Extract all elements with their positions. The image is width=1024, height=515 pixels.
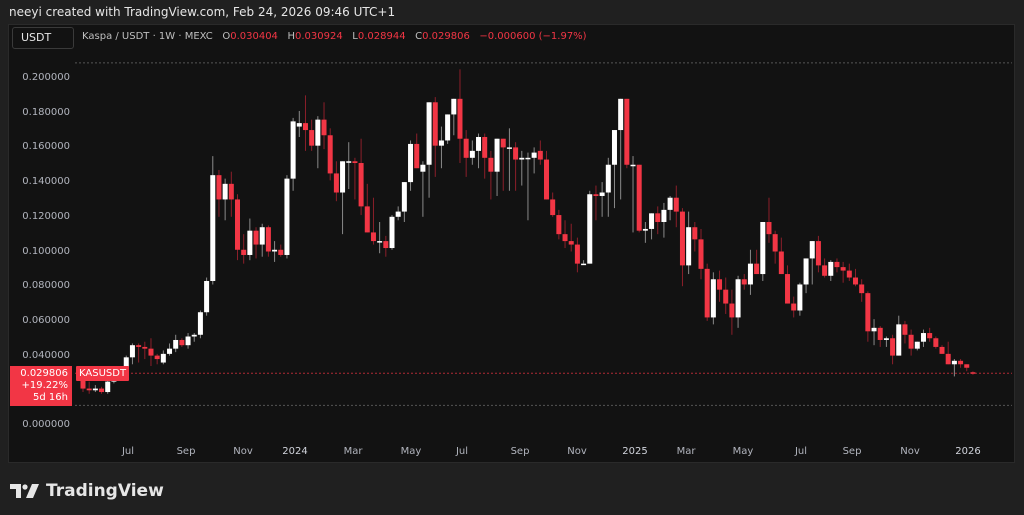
symbol-title: Kaspa / USDT · 1W · MEXC [82,31,213,42]
change-percent: +19.22% [21,380,68,391]
time-tick-label: Mar [676,446,696,457]
last-price-tag: 0.029806 +19.22% 5d 16h [10,366,72,406]
bar-countdown: 5d 16h [33,392,68,403]
price-tick-label: 0.080000 [22,280,70,292]
time-tick-label: 2024 [282,446,308,457]
close-value: 0.029806 [422,31,470,42]
low-value: 0.028944 [357,31,406,42]
time-tick-label: Sep [842,446,862,457]
tradingview-logo: TradingView [10,481,164,501]
price-tick-label: 0.140000 [22,176,70,188]
time-tick-label: May [400,446,422,457]
change-value: −0.000600 (−1.97%) [479,31,587,42]
high-value: 0.030924 [295,31,343,42]
logo-text: TradingView [46,481,164,501]
time-tick-label: Sep [510,446,530,457]
time-tick-label: Mar [343,446,363,457]
price-tick-label: 0.060000 [22,314,70,326]
price-tick-label: 0.040000 [22,349,70,361]
time-tick-label: 2025 [622,446,648,457]
time-tick-label: Sep [176,446,196,457]
symbol-tag: KASUSDT [76,366,130,381]
time-tick-label: Nov [233,446,253,457]
chart-caption: neeyi created with TradingView.com, Feb … [9,5,396,19]
time-tick-label: Nov [900,446,920,457]
time-tick-label: May [732,446,754,457]
currency-selector[interactable]: USDT [12,27,74,49]
time-tick-label: Jul [455,446,469,457]
open-value: 0.030404 [230,31,278,42]
tradingview-logo-icon [10,484,39,498]
price-tick-label: 0.200000 [22,72,70,83]
time-tick-label: Nov [567,446,587,457]
time-tick-label: Jul [121,446,135,457]
time-tick-label: Jul [794,446,808,457]
price-tick-label: 0.000000 [22,419,70,430]
last-price: 0.029806 [20,368,68,379]
chart-panel[interactable] [8,24,1015,463]
price-tick-label: 0.120000 [22,210,70,222]
price-tick-label: 0.180000 [22,106,70,118]
price-tick-label: 0.100000 [22,245,70,257]
price-tick-label: 0.160000 [22,141,70,153]
time-tick-label: 2026 [955,446,981,457]
ohlc-legend: Kaspa / USDT · 1W · MEXC O0.030404 H0.03… [82,31,587,42]
